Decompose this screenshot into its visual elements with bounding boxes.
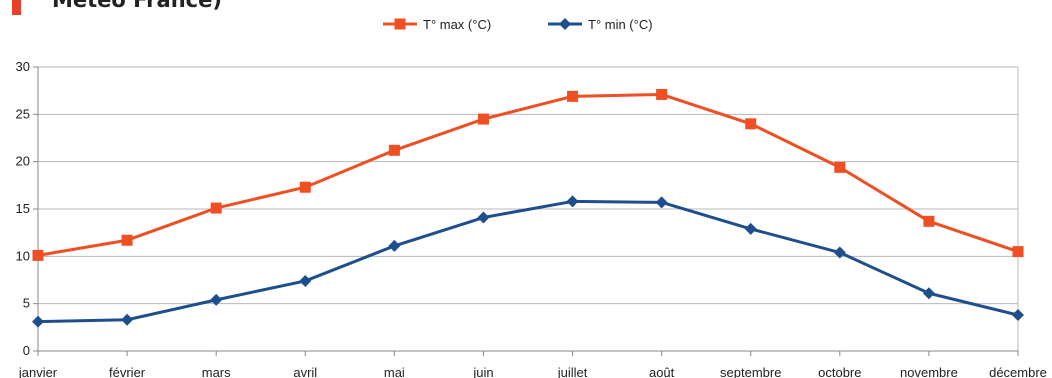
y-tick-label: 5 xyxy=(23,296,30,311)
x-tick-label: février xyxy=(109,365,146,378)
chart-title-fragment: Météo France) xyxy=(52,0,222,12)
data-point-t-max xyxy=(923,215,935,227)
data-point-t-min xyxy=(210,293,223,306)
y-tick-label: 20 xyxy=(16,154,30,169)
y-axis-ticks: 0 5 10 15 20 25 30 xyxy=(16,59,38,358)
data-point-t-max xyxy=(388,144,400,156)
x-axis-ticks: janvier février mars avril mai juin juillet aoû… xyxy=(18,351,1047,378)
y-tick-label: 30 xyxy=(16,59,30,74)
data-point-t-min xyxy=(32,315,44,328)
data-point-t-min xyxy=(299,274,312,287)
x-tick-label: octobre xyxy=(818,365,861,378)
series-group xyxy=(32,88,1024,328)
data-point-t-max xyxy=(210,202,222,214)
legend-label-t-min: T° min (°C) xyxy=(588,17,653,32)
data-point-t-max xyxy=(745,118,757,130)
data-point-t-max xyxy=(656,88,668,100)
x-tick-label: janvier xyxy=(18,365,58,378)
legend: T° max (°C) T° min (°C) xyxy=(383,17,653,32)
x-tick-label: décembre xyxy=(989,365,1047,378)
data-point-t-min xyxy=(655,196,668,209)
gridlines xyxy=(37,66,1019,355)
data-point-t-min xyxy=(477,211,490,224)
x-tick-label: mai xyxy=(384,365,405,378)
x-tick-label: novembre xyxy=(900,365,958,378)
x-tick-label: août xyxy=(649,365,675,378)
y-tick-label: 10 xyxy=(16,248,30,263)
x-tick-label: septembre xyxy=(720,365,781,378)
x-tick-label: avril xyxy=(293,365,317,378)
data-point-t-max xyxy=(567,90,579,102)
legend-label-t-max: T° max (°C) xyxy=(423,17,491,32)
data-point-t-max xyxy=(834,161,846,173)
data-point-t-max xyxy=(32,249,44,261)
data-point-t-min xyxy=(744,222,757,235)
data-point-t-max xyxy=(1012,246,1024,258)
data-point-t-max xyxy=(121,234,133,246)
y-tick-label: 25 xyxy=(16,106,30,121)
data-point-t-min xyxy=(388,239,401,252)
data-point-t-max xyxy=(299,181,311,193)
y-tick-label: 0 xyxy=(23,343,30,358)
x-tick-label: mars xyxy=(202,365,231,378)
data-point-t-max xyxy=(477,113,489,125)
x-tick-label: juillet xyxy=(557,365,588,378)
series-line-t-min xyxy=(37,199,1019,324)
title-accent-bar xyxy=(12,0,21,15)
data-point-t-min xyxy=(121,313,134,326)
data-point-t-min xyxy=(833,246,846,259)
legend-marker-t-min xyxy=(559,18,571,30)
data-point-t-min xyxy=(922,287,935,300)
y-tick-label: 15 xyxy=(16,201,30,216)
series-line-t-max xyxy=(37,92,1019,257)
data-point-t-min xyxy=(566,195,579,208)
legend-marker-t-max xyxy=(394,18,406,30)
data-point-t-min xyxy=(1012,309,1024,322)
x-tick-label: juin xyxy=(472,365,493,378)
